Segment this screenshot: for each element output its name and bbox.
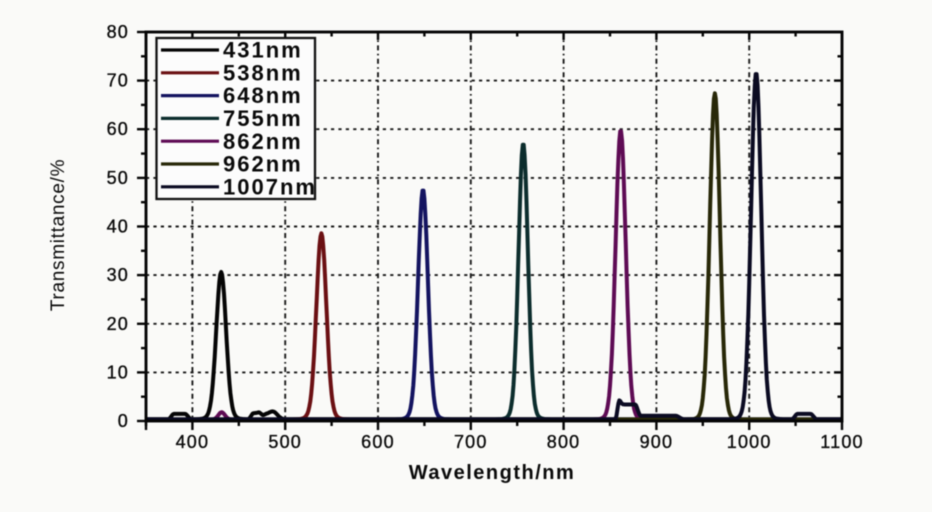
svg-text:962nm: 962nm [223,152,303,177]
svg-text:0: 0 [118,411,129,431]
svg-text:538nm: 538nm [223,60,303,85]
svg-text:60: 60 [107,119,129,139]
svg-text:431nm: 431nm [223,38,303,63]
svg-text:700: 700 [454,432,488,452]
svg-text:10: 10 [107,362,129,382]
svg-text:50: 50 [107,168,129,188]
svg-text:1000: 1000 [727,432,772,452]
svg-text:900: 900 [640,432,674,452]
svg-text:500: 500 [268,432,302,452]
svg-text:1100: 1100 [820,432,864,452]
svg-text:1007nm: 1007nm [223,174,317,199]
svg-text:70: 70 [107,71,129,91]
svg-text:400: 400 [176,432,210,452]
svg-text:648nm: 648nm [223,83,303,108]
svg-text:800: 800 [547,432,581,452]
svg-text:Transmittance/%: Transmittance/% [48,159,69,311]
svg-text:30: 30 [107,265,129,285]
svg-text:80: 80 [107,22,129,42]
svg-text:755nm: 755nm [223,106,303,131]
svg-text:Wavelength/nm: Wavelength/nm [409,462,576,484]
svg-text:20: 20 [107,314,129,334]
svg-text:600: 600 [361,432,395,452]
svg-text:862nm: 862nm [223,129,303,154]
svg-text:40: 40 [107,217,129,237]
